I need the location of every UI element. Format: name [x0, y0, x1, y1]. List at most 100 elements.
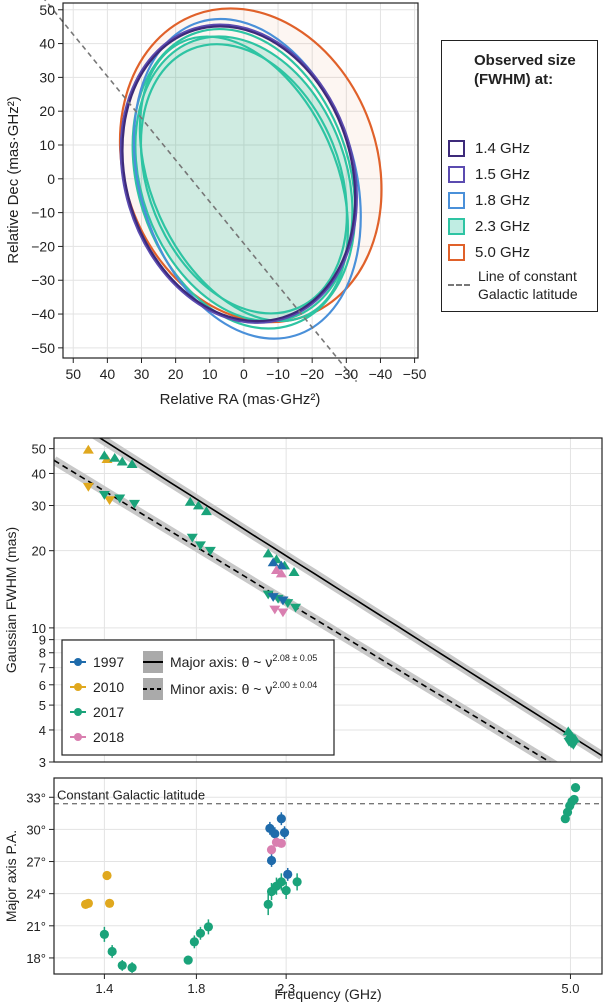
- legend-item-1-8ghz: 1.8 GHz: [448, 189, 530, 211]
- x-tick-label: −40: [369, 366, 393, 382]
- y-tick-label: 27°: [26, 855, 46, 870]
- fwhm-panel-legend: 1997 2010 2017 2018 Major axis: θ ~ ν2.08 ±…: [61, 639, 335, 756]
- galactic-latitude-line: [44, 0, 358, 383]
- ellipse-panel-y-label: Relative Dec (mas·GHz²): [5, 96, 22, 264]
- pa-point-2017: [281, 885, 291, 896]
- fwhm-legend-minor: Minor axis: θ ~ ν2.00 ± 0.04: [143, 678, 317, 700]
- minor-fit-label-text: Minor axis: θ ~ ν: [170, 681, 272, 697]
- pa-panel-frame: [53, 777, 603, 975]
- fwhm-point-2017: [290, 603, 302, 613]
- legend-label-1997: 1997: [93, 654, 124, 670]
- legend-marker-2017: [74, 708, 82, 716]
- y-tick-label: 24°: [26, 887, 46, 902]
- y-tick-label: 21°: [26, 919, 46, 934]
- fit-line-0: [98, 438, 602, 757]
- fwhm-point-2017: [567, 740, 579, 750]
- legend-marker-2018: [74, 733, 82, 741]
- major-fit-exponent: 2.08 ± 0.05: [272, 653, 317, 663]
- fwhm-point-2018: [270, 565, 282, 574]
- y-tick-label: 6: [39, 678, 46, 693]
- y-tick-label: 40: [39, 36, 55, 52]
- pa-point-1997: [276, 814, 286, 824]
- y-tick-label: 20: [39, 103, 55, 119]
- fwhm-point-1997: [267, 593, 279, 602]
- pa-point-2017: [263, 899, 273, 909]
- pa-reference-line: Constant Galactic latitude: [54, 788, 602, 805]
- x-tick-label: 50: [65, 366, 81, 382]
- y-tick-label: −50: [31, 340, 55, 356]
- fwhm-point-2017: [200, 506, 212, 516]
- ellipse-1-4-ghz: [121, 25, 357, 323]
- y-tick-label: 50: [32, 442, 46, 457]
- pa-panel-x-label: Frequency (GHz): [274, 986, 381, 1002]
- fwhm-point-2017: [128, 499, 140, 509]
- pa-point-1997: [279, 828, 290, 838]
- fwhm-point-2017: [262, 548, 274, 558]
- legend-label-2-3ghz: 2.3 GHz: [475, 217, 531, 235]
- fwhm-point-2017: [186, 533, 198, 543]
- legend-marker-1997: [74, 658, 82, 666]
- pa-point-1997: [270, 829, 280, 839]
- legend-label-2010: 2010: [93, 679, 124, 695]
- ellipse-2-3-ghz: [139, 43, 348, 315]
- y-tick-label: −20: [31, 238, 55, 254]
- pa-point-2017: [117, 960, 127, 971]
- pa-point-2017: [570, 783, 581, 793]
- x-tick-label: 30: [134, 366, 150, 382]
- y-tick-label: 30: [32, 499, 46, 514]
- x-tick-label: −50: [403, 366, 427, 382]
- legend-item-galactic-line: Line of constant Galactic latitude: [448, 267, 596, 303]
- fwhm-point-2017: [98, 491, 110, 500]
- fwhm-point-2017: [109, 452, 121, 462]
- pa-point-2017: [569, 794, 579, 805]
- major-fit-label: Major axis: θ ~ ν2.08 ± 0.05: [170, 653, 317, 670]
- legend-swatch-1-5ghz: [448, 165, 465, 183]
- ellipse-panel-y-ticks: −50 −40 −30 −20 −10 0 10 20 30 40 50: [31, 2, 63, 356]
- y-tick-label: 5: [39, 698, 46, 713]
- fwhm-point-2018: [275, 568, 287, 578]
- ellipse-1-5-ghz: [119, 23, 358, 324]
- x-tick-label: 0: [240, 366, 248, 382]
- legend-label-galactic-line: Line of constant Galactic latitude: [478, 268, 578, 302]
- pa-point-2018: [276, 838, 286, 848]
- legend-marker-2010: [74, 683, 82, 691]
- pa-point-2018: [266, 845, 277, 855]
- ellipse-2-3-ghz: [134, 35, 354, 323]
- pa-panel-y-ticks: 18° 21° 24° 27° 30° 33°: [26, 790, 54, 966]
- legend-swatch-5-0ghz: [448, 243, 465, 261]
- minor-fit-label: Minor axis: θ ~ ν2.00 ± 0.04: [170, 680, 317, 697]
- fwhm-point-2017: [262, 590, 274, 600]
- legend-swatch-1-8ghz: [448, 191, 465, 209]
- pa-panel-grid: [54, 778, 602, 974]
- ellipse-legend: Observed size (FWHM) at: 1.4 GHz 1.5 GHz…: [441, 40, 598, 312]
- legend-label-2018: 2018: [93, 729, 124, 745]
- y-tick-label: −10: [31, 205, 55, 221]
- legend-label-1-5ghz: 1.5 GHz: [475, 165, 531, 183]
- pa-point-2017: [189, 937, 199, 947]
- x-tick-label: −20: [300, 366, 324, 382]
- pa-point-2010: [104, 898, 115, 908]
- pa-panel-y-label: Major axis P.A.: [3, 830, 19, 922]
- legend-dash-swatch: [448, 284, 470, 286]
- legend-item-5-0ghz: 5.0 GHz: [448, 241, 530, 263]
- fwhm-point-1997: [275, 560, 287, 570]
- y-tick-label: 18°: [26, 951, 46, 966]
- x-tick-label: 5.0: [561, 981, 579, 996]
- pa-point-2010: [102, 870, 112, 881]
- legend-label-1-8ghz: 1.8 GHz: [475, 191, 531, 209]
- x-tick-label: 20: [168, 366, 184, 382]
- pa-point-2017: [183, 955, 193, 965]
- pa-point-1997: [283, 869, 293, 879]
- ellipse-2-3-ghz: [131, 28, 357, 330]
- y-tick-label: 10: [39, 137, 55, 153]
- fwhm-point-2017: [126, 459, 138, 468]
- pa-point-2017: [99, 929, 109, 939]
- pa-reference-label: Constant Galactic latitude: [57, 788, 205, 803]
- pa-panel: Constant Galactic latitude 1.4 1.8 2.3 5.0 …: [3, 777, 603, 1002]
- fwhm-panel-fits: [54, 438, 602, 762]
- pa-point-2017: [195, 928, 206, 938]
- y-tick-label: 33°: [26, 790, 46, 805]
- y-tick-label: −30: [31, 272, 55, 288]
- fwhm-point-2017: [192, 500, 204, 510]
